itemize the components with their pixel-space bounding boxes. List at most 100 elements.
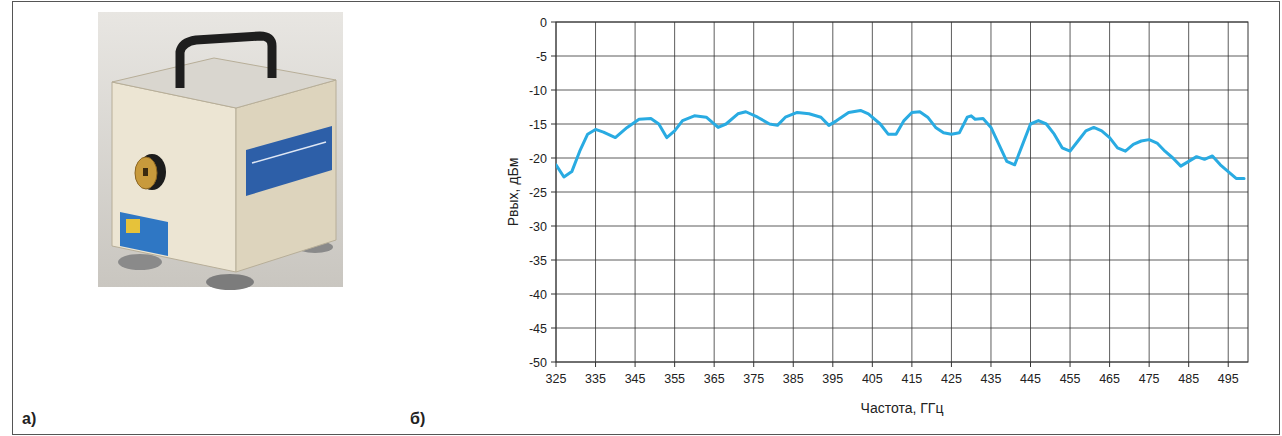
tick-label-x: 425 [941, 372, 962, 386]
tick-label-y: -35 [529, 254, 547, 268]
grid-line-x [714, 22, 715, 362]
grid-line-y [556, 328, 1248, 329]
tick-label-y: -45 [529, 322, 547, 336]
plot-frame [556, 22, 1248, 362]
grid-line-y [556, 226, 1248, 227]
grid-line-y [556, 158, 1248, 159]
box-side [236, 80, 336, 272]
tick-label-x: 495 [1218, 372, 1239, 386]
foot [206, 274, 254, 290]
tick-label-x: 465 [1099, 372, 1120, 386]
grid-line-x [753, 22, 754, 362]
data-group [556, 110, 1244, 178]
device-photo [98, 12, 343, 290]
grid-line-y [556, 260, 1248, 261]
handle [180, 36, 272, 88]
tick-x [635, 362, 636, 367]
tick-label-x: 455 [1060, 372, 1081, 386]
tick-x [1070, 362, 1071, 367]
tick-x [1149, 362, 1150, 367]
label-stripe [252, 142, 326, 163]
tick-label-y: -10 [529, 84, 547, 98]
tick-label-x: 405 [862, 372, 883, 386]
tick-x [1109, 362, 1110, 367]
side-label [246, 126, 332, 196]
photo-background [98, 12, 343, 287]
tick-label-x: 335 [585, 372, 606, 386]
tick-label-x: 385 [783, 372, 804, 386]
tick-x [872, 362, 873, 367]
y-axis-title: Pвых, дБм [505, 158, 521, 227]
chart: -50-45-40-35-30-25-20-15-10-503253353453… [505, 16, 1248, 417]
grid-line-y [556, 294, 1248, 295]
tick-y [551, 362, 556, 363]
grid-line-x [1030, 22, 1031, 362]
logo [126, 219, 140, 233]
grid-line-y [556, 192, 1248, 193]
box-top [112, 58, 336, 108]
tick-y [551, 226, 556, 227]
tick-label-x: 435 [981, 372, 1002, 386]
tick-label-y: -50 [529, 356, 547, 370]
figure: а)б)-50-45-40-35-30-25-20-15-10-50325335… [0, 0, 1282, 436]
tick-y [551, 124, 556, 125]
output-power-line [556, 110, 1244, 178]
grid-line-x [1228, 22, 1229, 362]
x-axis-title: Частота, ГГц [861, 400, 944, 416]
tick-label-y: 0 [540, 16, 547, 30]
grid-line-x [635, 22, 636, 362]
tick-x [990, 362, 991, 367]
tick-y [551, 22, 556, 23]
grid-line-x [793, 22, 794, 362]
tick-x [832, 362, 833, 367]
grid-line-x [1188, 22, 1189, 362]
tick-x [595, 362, 596, 367]
tick-y [551, 192, 556, 193]
grid-line-x [1149, 22, 1150, 362]
tick-label-y: -5 [536, 50, 547, 64]
grid-line-x [990, 22, 991, 362]
grid-line-y [556, 56, 1248, 57]
tick-x [753, 362, 754, 367]
box-front [112, 82, 236, 272]
waveguide-port [143, 168, 148, 176]
tick-x [1030, 362, 1031, 367]
grid-line-x [951, 22, 952, 362]
tick-x [951, 362, 952, 367]
tick-x [674, 362, 675, 367]
grid-line-x [1070, 22, 1071, 362]
tick-label-x: 475 [1139, 372, 1160, 386]
tick-x [556, 362, 557, 367]
tick-y [551, 328, 556, 329]
tick-label-y: -15 [529, 118, 547, 132]
tick-x [1228, 362, 1229, 367]
tick-label-x: 365 [704, 372, 725, 386]
tick-label-x: 375 [743, 372, 764, 386]
foot [118, 254, 162, 270]
grid-line-x [911, 22, 912, 362]
tick-label-x: 325 [546, 372, 567, 386]
grid-line-x [1109, 22, 1110, 362]
tick-x [714, 362, 715, 367]
logo-plate [120, 212, 168, 256]
grid [556, 22, 1248, 362]
panel-label: а) [22, 410, 36, 427]
grid-line-y [556, 90, 1248, 91]
tick-y [551, 294, 556, 295]
tick-x [793, 362, 794, 367]
tick-label-x: 395 [822, 372, 843, 386]
waveguide-flange [135, 157, 157, 189]
tick-x [1188, 362, 1189, 367]
tick-y [551, 56, 556, 57]
tick-y [551, 158, 556, 159]
tick-label-y: -30 [529, 220, 547, 234]
tick-label-y: -20 [529, 152, 547, 166]
panel-label: б) [410, 410, 425, 427]
tick-label-x: 345 [625, 372, 646, 386]
tick-label-x: 485 [1178, 372, 1199, 386]
tick-label-x: 355 [664, 372, 685, 386]
tick-y [551, 260, 556, 261]
tick-label-y: -25 [529, 186, 547, 200]
grid-line-x [832, 22, 833, 362]
grid-line-x [595, 22, 596, 362]
